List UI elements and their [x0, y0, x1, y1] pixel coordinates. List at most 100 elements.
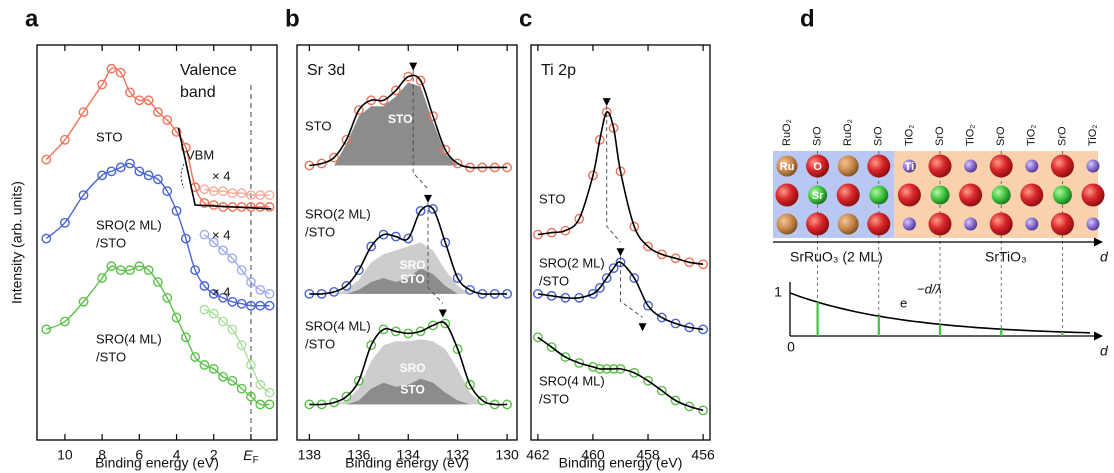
- series-label: STO: [539, 191, 566, 206]
- formula-base: e: [900, 295, 907, 310]
- x-axis-label: Binding energy (eV): [345, 455, 469, 471]
- panel-title: band: [180, 84, 216, 101]
- plot-frame: [36, 44, 278, 441]
- layer-label: SrO: [995, 126, 1007, 146]
- component-area: [334, 339, 483, 405]
- series-label: /STO: [96, 349, 126, 364]
- atom: [1052, 185, 1072, 205]
- data-point: [97, 170, 108, 181]
- data-point: [106, 166, 117, 177]
- data-point: [574, 358, 585, 368]
- atom: [959, 183, 983, 207]
- data-point: [236, 265, 247, 276]
- panel-title: Ti 2p: [541, 62, 576, 79]
- peak-marker: [602, 98, 611, 107]
- data-point: [199, 198, 210, 208]
- component-label: STO: [400, 272, 424, 286]
- data-point: [255, 284, 266, 295]
- atom: [837, 213, 859, 235]
- atom: [928, 154, 952, 178]
- atom-label: Ru: [780, 161, 795, 173]
- x-tick-label: 456: [691, 447, 715, 463]
- data-point: [143, 265, 154, 276]
- data-point: [199, 229, 210, 240]
- peak-marker: [616, 248, 625, 257]
- data-point: [236, 383, 247, 394]
- series-line: [45, 162, 270, 307]
- data-point: [227, 375, 238, 386]
- layer-label: TiO₂: [1087, 124, 1099, 146]
- data-point: [341, 134, 352, 145]
- series-line: [204, 308, 271, 394]
- panel: c STO SRO(2 ML) /STO SRO(4 ML) /STO 462 460 458 4…: [519, 5, 715, 470]
- atom: [808, 185, 828, 205]
- data-point: [546, 342, 557, 353]
- data-point: [180, 233, 191, 244]
- data-point: [153, 277, 163, 287]
- data-point: [594, 134, 605, 145]
- y-axis-label: Intensity (arb. units): [9, 181, 25, 304]
- fit-line: [537, 336, 704, 412]
- x-tick-label: 130: [495, 447, 519, 463]
- label-leader: [180, 163, 185, 189]
- plot-frame: [530, 44, 711, 441]
- x-axis-label: Binding energy (eV): [95, 455, 219, 471]
- data-point: [629, 273, 640, 283]
- data-point: [440, 237, 451, 248]
- peak-shift-line: [606, 106, 621, 243]
- data-point: [218, 245, 228, 256]
- layer-label: RuO₂: [842, 119, 854, 146]
- component-label: STO: [400, 383, 424, 397]
- data-point: [428, 111, 438, 122]
- data-point: [180, 332, 191, 343]
- series-line: [204, 188, 270, 196]
- x-tick-label: 138: [298, 447, 322, 463]
- data-point: [403, 233, 414, 244]
- layer-label: RuO₂: [781, 119, 793, 146]
- data-point: [106, 261, 117, 272]
- x-tick-label: 132: [446, 447, 470, 463]
- data-point: [415, 75, 426, 86]
- data-point: [560, 352, 571, 362]
- data-point: [246, 277, 256, 287]
- fit-line: [309, 321, 508, 406]
- x-tick-label: 136: [347, 447, 371, 463]
- data-point: [171, 205, 182, 216]
- atom: [775, 183, 799, 207]
- data-point: [246, 360, 256, 370]
- depth-axis-label: d: [1100, 249, 1109, 265]
- series-label: /STO: [305, 224, 335, 239]
- component-area: [334, 82, 458, 166]
- series-label: VBM: [186, 147, 214, 162]
- data-point: [199, 304, 210, 315]
- data-point: [353, 105, 364, 116]
- atom: [1050, 212, 1074, 236]
- series-label: SRO(2 ML): [539, 255, 605, 270]
- data-point: [236, 340, 247, 351]
- data-point: [643, 300, 653, 311]
- atom: [776, 213, 798, 235]
- x-tick-label: EF: [243, 447, 258, 466]
- atom: [902, 217, 916, 231]
- data-point: [390, 85, 401, 96]
- data-point: [353, 375, 364, 386]
- panel-label: a: [25, 5, 39, 32]
- series-label: × 4: [212, 168, 230, 183]
- data-point: [452, 344, 463, 355]
- x-tick-label: 462: [526, 447, 550, 463]
- data-point: [670, 253, 681, 264]
- data-point: [588, 170, 598, 181]
- component-area: [346, 268, 458, 294]
- atom: [902, 159, 916, 173]
- data-point: [208, 308, 219, 319]
- data-point: [115, 162, 126, 173]
- data-point: [227, 253, 238, 264]
- data-point: [415, 326, 426, 337]
- data-point: [78, 190, 89, 201]
- data-point: [199, 281, 210, 291]
- data-point: [588, 288, 598, 299]
- atom: [836, 183, 860, 207]
- data-point: [428, 320, 438, 331]
